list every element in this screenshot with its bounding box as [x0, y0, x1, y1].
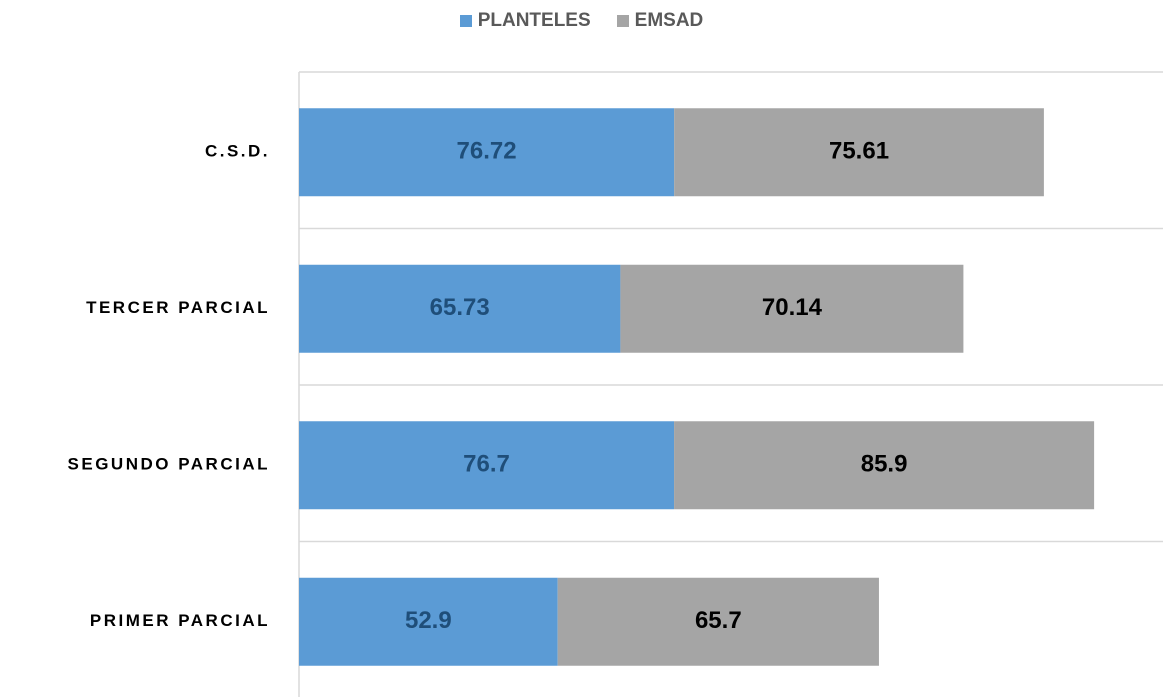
category-label: SEGUNDO PARCIAL [68, 455, 270, 474]
data-label: 76.7 [463, 451, 510, 478]
data-label: 70.14 [762, 294, 823, 321]
data-label: 76.72 [457, 138, 517, 165]
bar-planteles [299, 108, 675, 197]
category-label: PRIMER PARCIAL [90, 611, 270, 630]
bar-emsad [674, 108, 1044, 197]
bar-planteles [299, 577, 558, 666]
data-label: 75.61 [829, 138, 889, 165]
legend-label-emsad: EMSAD [634, 10, 704, 31]
bar-emsad [674, 421, 1095, 510]
bar-planteles [299, 264, 621, 353]
legend-swatch-planteles [459, 15, 472, 27]
data-label: 52.9 [405, 607, 452, 634]
data-label: 65.7 [695, 607, 742, 634]
legend-item-emsad: EMSAD [616, 10, 704, 32]
bar-planteles [299, 421, 675, 510]
legend-swatch-emsad [616, 15, 629, 27]
category-label: TERCER PARCIAL [86, 298, 270, 317]
bar-emsad [557, 577, 879, 666]
bar-emsad [620, 264, 964, 353]
category-label: C.S.D. [205, 142, 270, 161]
legend-item-planteles: PLANTELES [459, 10, 591, 32]
data-label: 65.73 [430, 294, 490, 321]
legend-label-planteles: PLANTELES [477, 10, 591, 31]
data-label: 85.9 [861, 451, 908, 478]
chart-legend: PLANTELES EMSAD [0, 6, 1163, 36]
